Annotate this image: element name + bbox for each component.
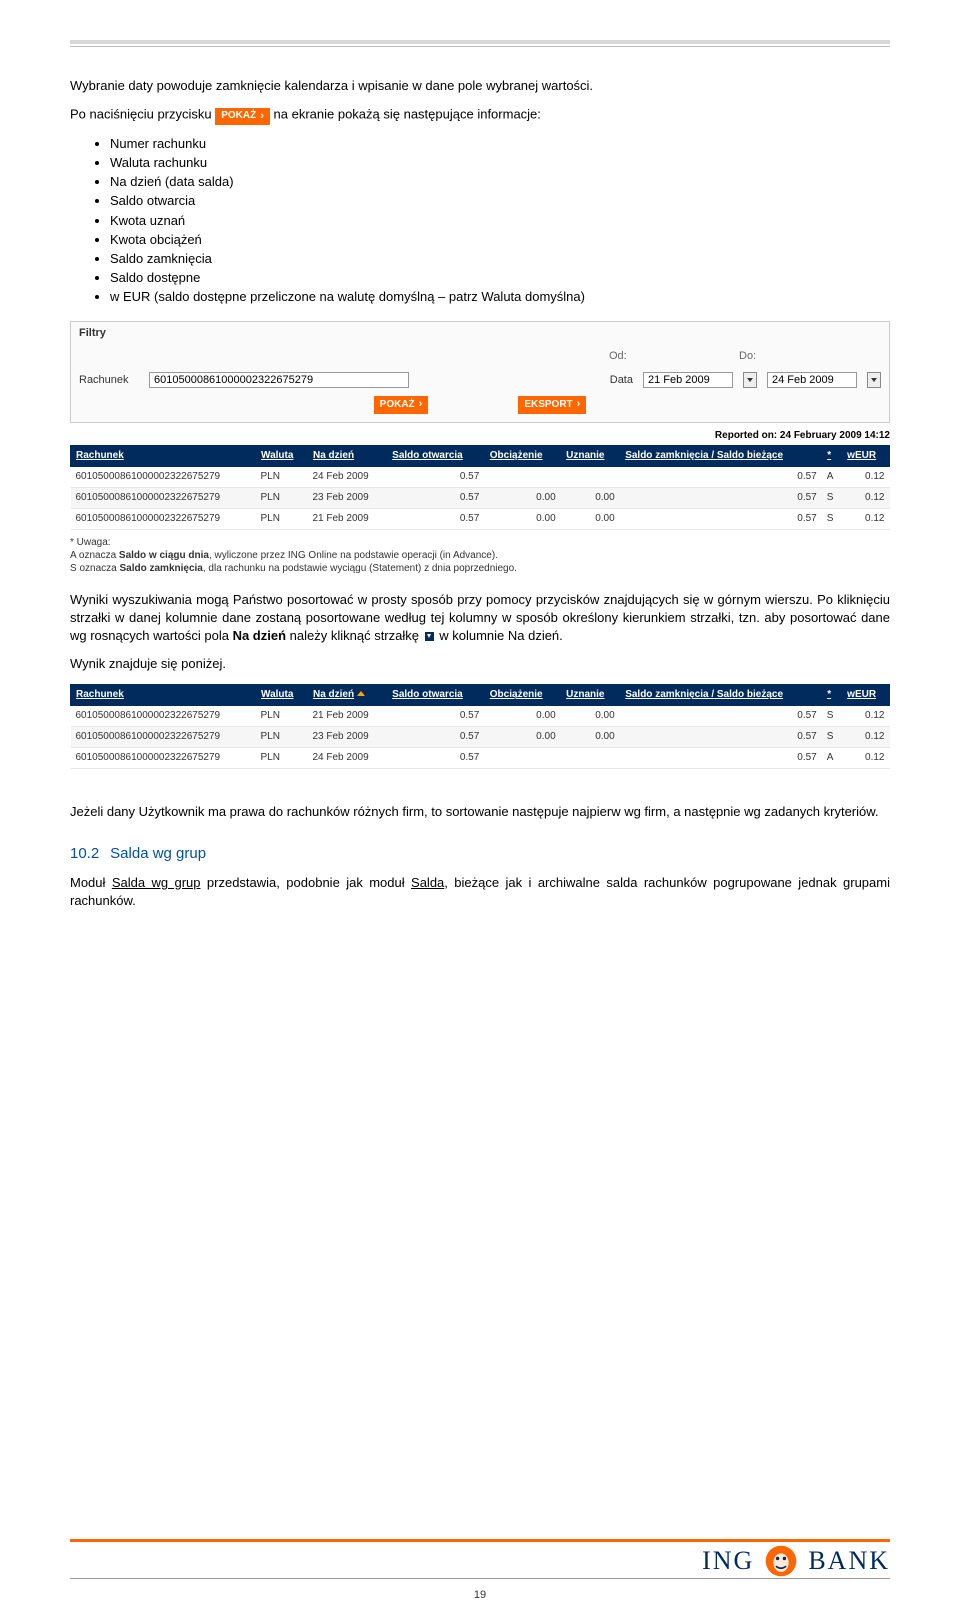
table-row: 60105000861000002322675279 PLN 23 Feb 20… xyxy=(71,726,890,747)
pokaz-inline-button[interactable]: POKAŻ xyxy=(215,108,270,125)
table-row: 60105000861000002322675279 PLN 24 Feb 20… xyxy=(71,466,890,487)
col-obciazenie[interactable]: Obciążenie xyxy=(484,684,560,705)
col-uznanie[interactable]: Uznanie xyxy=(561,684,620,705)
col-obciazenie[interactable]: Obciążenie xyxy=(484,445,560,466)
ing-bank-logo: ING BANK xyxy=(702,1544,890,1578)
table-row: 60105000861000002322675279 PLN 24 Feb 20… xyxy=(71,747,890,768)
balances-table-2: Rachunek Waluta Na dzień Saldo otwarcia … xyxy=(70,684,890,769)
page-number: 19 xyxy=(0,1589,960,1601)
col-saldo-otwarcia[interactable]: Saldo otwarcia xyxy=(387,684,485,705)
lion-icon xyxy=(764,1544,798,1578)
col-na-dzien-sorted[interactable]: Na dzień xyxy=(307,684,386,705)
col-saldo-zamkniecia[interactable]: Saldo zamknięcia / Saldo bieżące xyxy=(620,684,822,705)
col-na-dzien[interactable]: Na dzień xyxy=(307,445,386,466)
col-weur[interactable]: wEUR xyxy=(842,445,890,466)
list-item: Saldo zamknięcia xyxy=(110,250,890,268)
after-btn-post: na ekranie pokażą się następujące inform… xyxy=(270,106,541,121)
col-saldo-otwarcia[interactable]: Saldo otwarcia xyxy=(387,445,485,466)
eksport-button[interactable]: EKSPORT xyxy=(518,396,586,413)
table-row: 60105000861000002322675279 PLN 23 Feb 20… xyxy=(71,487,890,508)
sort-explain-paragraph: Wyniki wyszukiwania mogą Państwo posorto… xyxy=(70,591,890,646)
date-to-input[interactable] xyxy=(767,372,857,388)
after-button-paragraph: Po naciśnięciu przycisku POKAŻ na ekrani… xyxy=(70,105,890,125)
header-rule-thin xyxy=(70,46,890,47)
list-item: Kwota uznań xyxy=(110,212,890,230)
list-item: Na dzień (data salda) xyxy=(110,173,890,191)
intro-paragraph: Wybranie daty powoduje zamknięcie kalend… xyxy=(70,77,890,95)
table-note: * Uwaga: A oznacza Saldo w ciągu dnia, w… xyxy=(70,536,890,575)
col-rachunek[interactable]: Rachunek xyxy=(71,684,256,705)
sort-asc-icon xyxy=(357,691,365,696)
section-paragraph: Moduł Salda wg grup przedstawia, podobni… xyxy=(70,874,890,910)
col-star[interactable]: * xyxy=(822,684,842,705)
list-item: w EUR (saldo dostępne przeliczone na wal… xyxy=(110,288,890,306)
list-item: Waluta rachunku xyxy=(110,154,890,172)
footer-rule xyxy=(70,1578,890,1579)
page-footer: ING BANK 19 xyxy=(0,1539,960,1601)
info-bullet-list: Numer rachunku Waluta rachunku Na dzień … xyxy=(110,135,890,307)
section-heading: 10.2 Salda wg grup xyxy=(70,843,890,864)
post-table-paragraph: Jeżeli dany Użytkownik ma prawa do rachu… xyxy=(70,803,890,821)
note-star: * Uwaga: xyxy=(70,536,890,549)
od-header: Od: xyxy=(609,349,729,364)
col-waluta[interactable]: Waluta xyxy=(256,445,308,466)
list-item: Saldo dostępne xyxy=(110,269,890,287)
date-from-input[interactable] xyxy=(643,372,733,388)
after-btn-pre: Po naciśnięciu przycisku xyxy=(70,106,215,121)
table-row: 60105000861000002322675279 PLN 21 Feb 20… xyxy=(71,508,890,529)
do-header: Do: xyxy=(739,349,859,364)
table-row: 60105000861000002322675279 PLN 21 Feb 20… xyxy=(71,705,890,726)
filters-title: Filtry xyxy=(71,322,889,345)
list-item: Saldo otwarcia xyxy=(110,192,890,210)
balances-table-1: Rachunek Waluta Na dzień Saldo otwarcia … xyxy=(70,445,890,530)
section-title: Salda wg grup xyxy=(110,845,206,862)
col-uznanie[interactable]: Uznanie xyxy=(561,445,620,466)
result-below-paragraph: Wynik znajduje się poniżej. xyxy=(70,655,890,673)
header-rule xyxy=(70,40,890,44)
col-weur[interactable]: wEUR xyxy=(842,684,890,705)
reported-on-label: Reported on: 24 February 2009 14:12 xyxy=(70,429,890,443)
date-from-dropdown-icon[interactable] xyxy=(743,372,757,388)
col-rachunek[interactable]: Rachunek xyxy=(71,445,256,466)
section-number: 10.2 xyxy=(70,843,106,864)
date-to-dropdown-icon[interactable] xyxy=(867,372,881,388)
bank-text: BANK xyxy=(808,1546,890,1576)
rachunek-label: Rachunek xyxy=(79,373,139,388)
col-saldo-zamkniecia[interactable]: Saldo zamknięcia / Saldo bieżące xyxy=(620,445,822,466)
list-item: Kwota obciążeń xyxy=(110,231,890,249)
data-label: Data xyxy=(610,373,633,388)
pokaz-button[interactable]: POKAŻ xyxy=(374,396,429,413)
footer-orange-rule xyxy=(70,1539,890,1542)
list-item: Numer rachunku xyxy=(110,135,890,153)
col-waluta[interactable]: Waluta xyxy=(256,684,308,705)
filters-panel: Filtry Od: Do: Rachunek Data POKAŻ EKSPO… xyxy=(70,321,890,423)
sort-arrow-icon xyxy=(425,632,434,641)
ing-text: ING xyxy=(702,1546,754,1576)
col-star[interactable]: * xyxy=(822,445,842,466)
account-input[interactable] xyxy=(149,372,409,388)
